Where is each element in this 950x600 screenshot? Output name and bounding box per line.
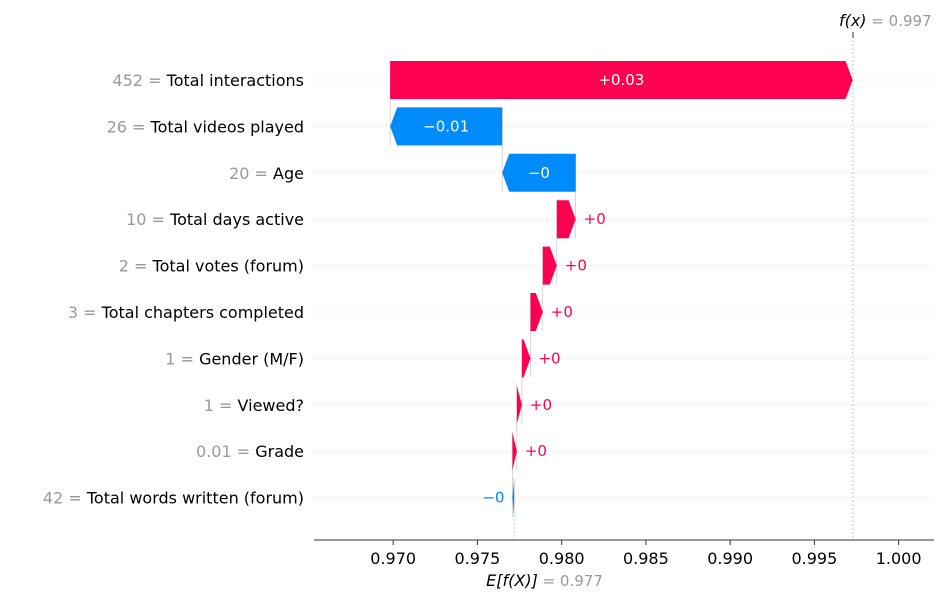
feature-value: 42 = xyxy=(43,489,87,508)
waterfall-bar-8 xyxy=(516,385,522,424)
feature-name: Gender (M/F) xyxy=(199,349,304,368)
output-value-text: = 0.997 xyxy=(867,12,932,30)
feature-value: 10 = xyxy=(126,210,170,229)
x-tick-label: 0.985 xyxy=(623,549,669,568)
bar-value-label: −0.01 xyxy=(423,117,469,135)
feature-label: 26 = Total videos played xyxy=(107,117,304,136)
waterfall-bar-2 xyxy=(390,107,503,146)
bar-value-label: −0 xyxy=(528,164,550,182)
feature-label: 452 = Total interactions xyxy=(113,71,304,90)
bar-value-label: +0 xyxy=(538,349,560,367)
waterfall-bar-6 xyxy=(530,293,543,331)
feature-label: 2 = Total votes (forum) xyxy=(119,257,304,276)
feature-name: Total interactions xyxy=(166,71,304,90)
waterfall-bar-5 xyxy=(542,246,557,285)
feature-value: 452 = xyxy=(113,71,167,90)
feature-label: 3 = Total chapters completed xyxy=(68,303,304,322)
feature-name: Grade xyxy=(255,442,304,461)
waterfall-bar-7 xyxy=(521,339,531,378)
feature-value: 2 = xyxy=(119,257,153,276)
bar-value-label: +0 xyxy=(551,303,573,321)
feature-name: Viewed? xyxy=(238,396,304,415)
x-tick-label: 0.990 xyxy=(707,549,753,568)
bar-value-label: +0 xyxy=(584,210,606,228)
feature-value: 3 = xyxy=(68,303,102,322)
feature-label: 42 = Total words written (forum) xyxy=(43,489,304,508)
feature-label: 10 = Total days active xyxy=(126,210,304,229)
x-tick-label: 1.000 xyxy=(876,549,922,568)
feature-name: Total words written (forum) xyxy=(86,489,304,508)
feature-label: 1 = Viewed? xyxy=(204,396,304,415)
feature-value: 1 = xyxy=(165,349,199,368)
feature-label: 0.01 = Grade xyxy=(196,442,304,461)
waterfall-bar-9 xyxy=(512,432,517,471)
feature-name: Age xyxy=(273,164,304,183)
feature-value: 20 = xyxy=(229,164,273,183)
meta-labels-layer: f(x) = 0.997 E[f(X)] = 0.977 xyxy=(486,11,931,590)
feature-name: Total days active xyxy=(169,210,304,229)
bar-value-label: −0 xyxy=(482,489,504,507)
feature-value: 26 = xyxy=(107,117,151,136)
x-tick-label: 0.980 xyxy=(539,549,585,568)
waterfall-bar-10 xyxy=(512,478,515,517)
bars-layer xyxy=(390,61,853,517)
feature-value: 0.01 = xyxy=(196,442,255,461)
feature-labels-layer: 452 = Total interactions 26 = Total video… xyxy=(43,71,304,508)
feature-label: 1 = Gender (M/F) xyxy=(165,349,304,368)
output-value-label: f(x) = 0.997 xyxy=(839,11,932,30)
bar-labels-layer: +0.03 −0.01 −0 +0 +0 +0 +0 +0 +0 −0 xyxy=(423,71,644,507)
feature-name: Total chapters completed xyxy=(101,303,304,322)
waterfall-bar-4 xyxy=(556,200,576,239)
bar-value-label: +0 xyxy=(565,257,587,275)
feature-label: 20 = Age xyxy=(229,164,304,183)
x-tick-label: 0.995 xyxy=(791,549,837,568)
x-axis: 0.970 0.975 0.980 0.985 0.990 0.995 1.000 xyxy=(314,539,934,568)
feature-name: Total videos played xyxy=(150,117,304,136)
base-value-label: E[f(X)] = 0.977 xyxy=(486,571,603,590)
base-value-text: = 0.977 xyxy=(538,572,603,590)
waterfall-bar-3 xyxy=(502,153,576,192)
output-label-text: f(x) xyxy=(839,11,867,30)
x-tick-label: 0.975 xyxy=(455,549,501,568)
bar-value-label: +0.03 xyxy=(598,71,644,89)
base-label-text: E[f(X)] xyxy=(486,571,538,590)
bar-value-label: +0 xyxy=(525,442,547,460)
bar-value-label: +0 xyxy=(530,396,552,414)
waterfall-bar-1 xyxy=(390,61,853,99)
feature-value: 1 = xyxy=(204,396,238,415)
x-tick-label: 0.970 xyxy=(370,549,416,568)
feature-name: Total votes (forum) xyxy=(152,257,304,276)
